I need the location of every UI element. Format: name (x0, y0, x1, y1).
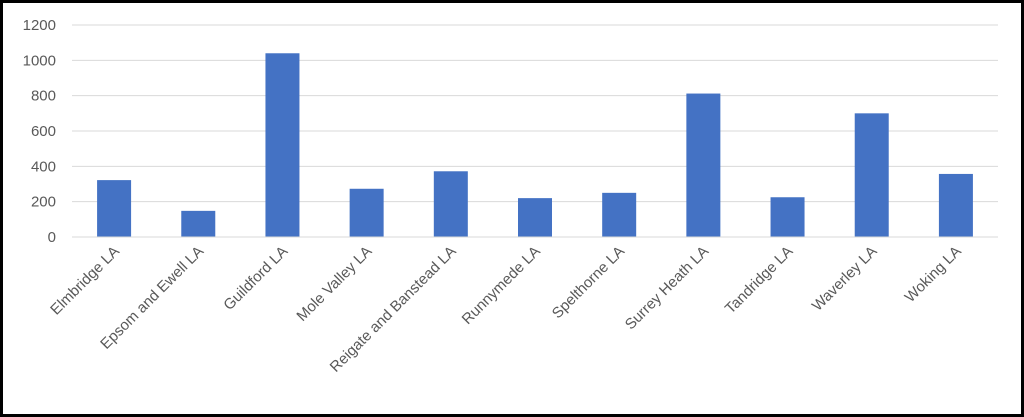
bar (602, 192, 637, 237)
y-tick-label: 200 (31, 194, 56, 211)
y-tick-label: 600 (31, 123, 56, 140)
bar (433, 171, 468, 237)
bar (265, 53, 300, 238)
x-category-label: Surrey Heath LA (622, 243, 712, 333)
bar (181, 210, 216, 237)
bar (854, 113, 889, 237)
bar (518, 198, 552, 237)
x-category-label: Waverley LA (809, 243, 881, 315)
x-category-label: Woking LA (902, 243, 965, 306)
x-category-label: Runnymede LA (459, 243, 544, 328)
bar (686, 93, 721, 238)
x-category-label: Elmbridge LA (47, 243, 123, 319)
bar (938, 173, 973, 237)
bar (770, 197, 805, 237)
y-tick-label: 0 (48, 229, 56, 246)
y-tick-label: 400 (31, 158, 56, 175)
y-tick-label: 1000 (23, 52, 56, 69)
x-category-label: Tandridge LA (722, 243, 797, 318)
x-category-label: Spelthorne LA (549, 243, 628, 322)
bar (97, 180, 132, 237)
y-tick-label: 800 (31, 88, 56, 105)
bar (349, 188, 384, 237)
y-tick-label: 1200 (23, 17, 56, 34)
x-category-label: Mole Valley LA (293, 243, 375, 325)
x-category-label: Guildford LA (220, 243, 291, 314)
gridlines (72, 24, 998, 203)
y-axis-tick-labels: 0 200 400 600 800 1000 1200 (23, 17, 56, 246)
bars (97, 53, 973, 238)
